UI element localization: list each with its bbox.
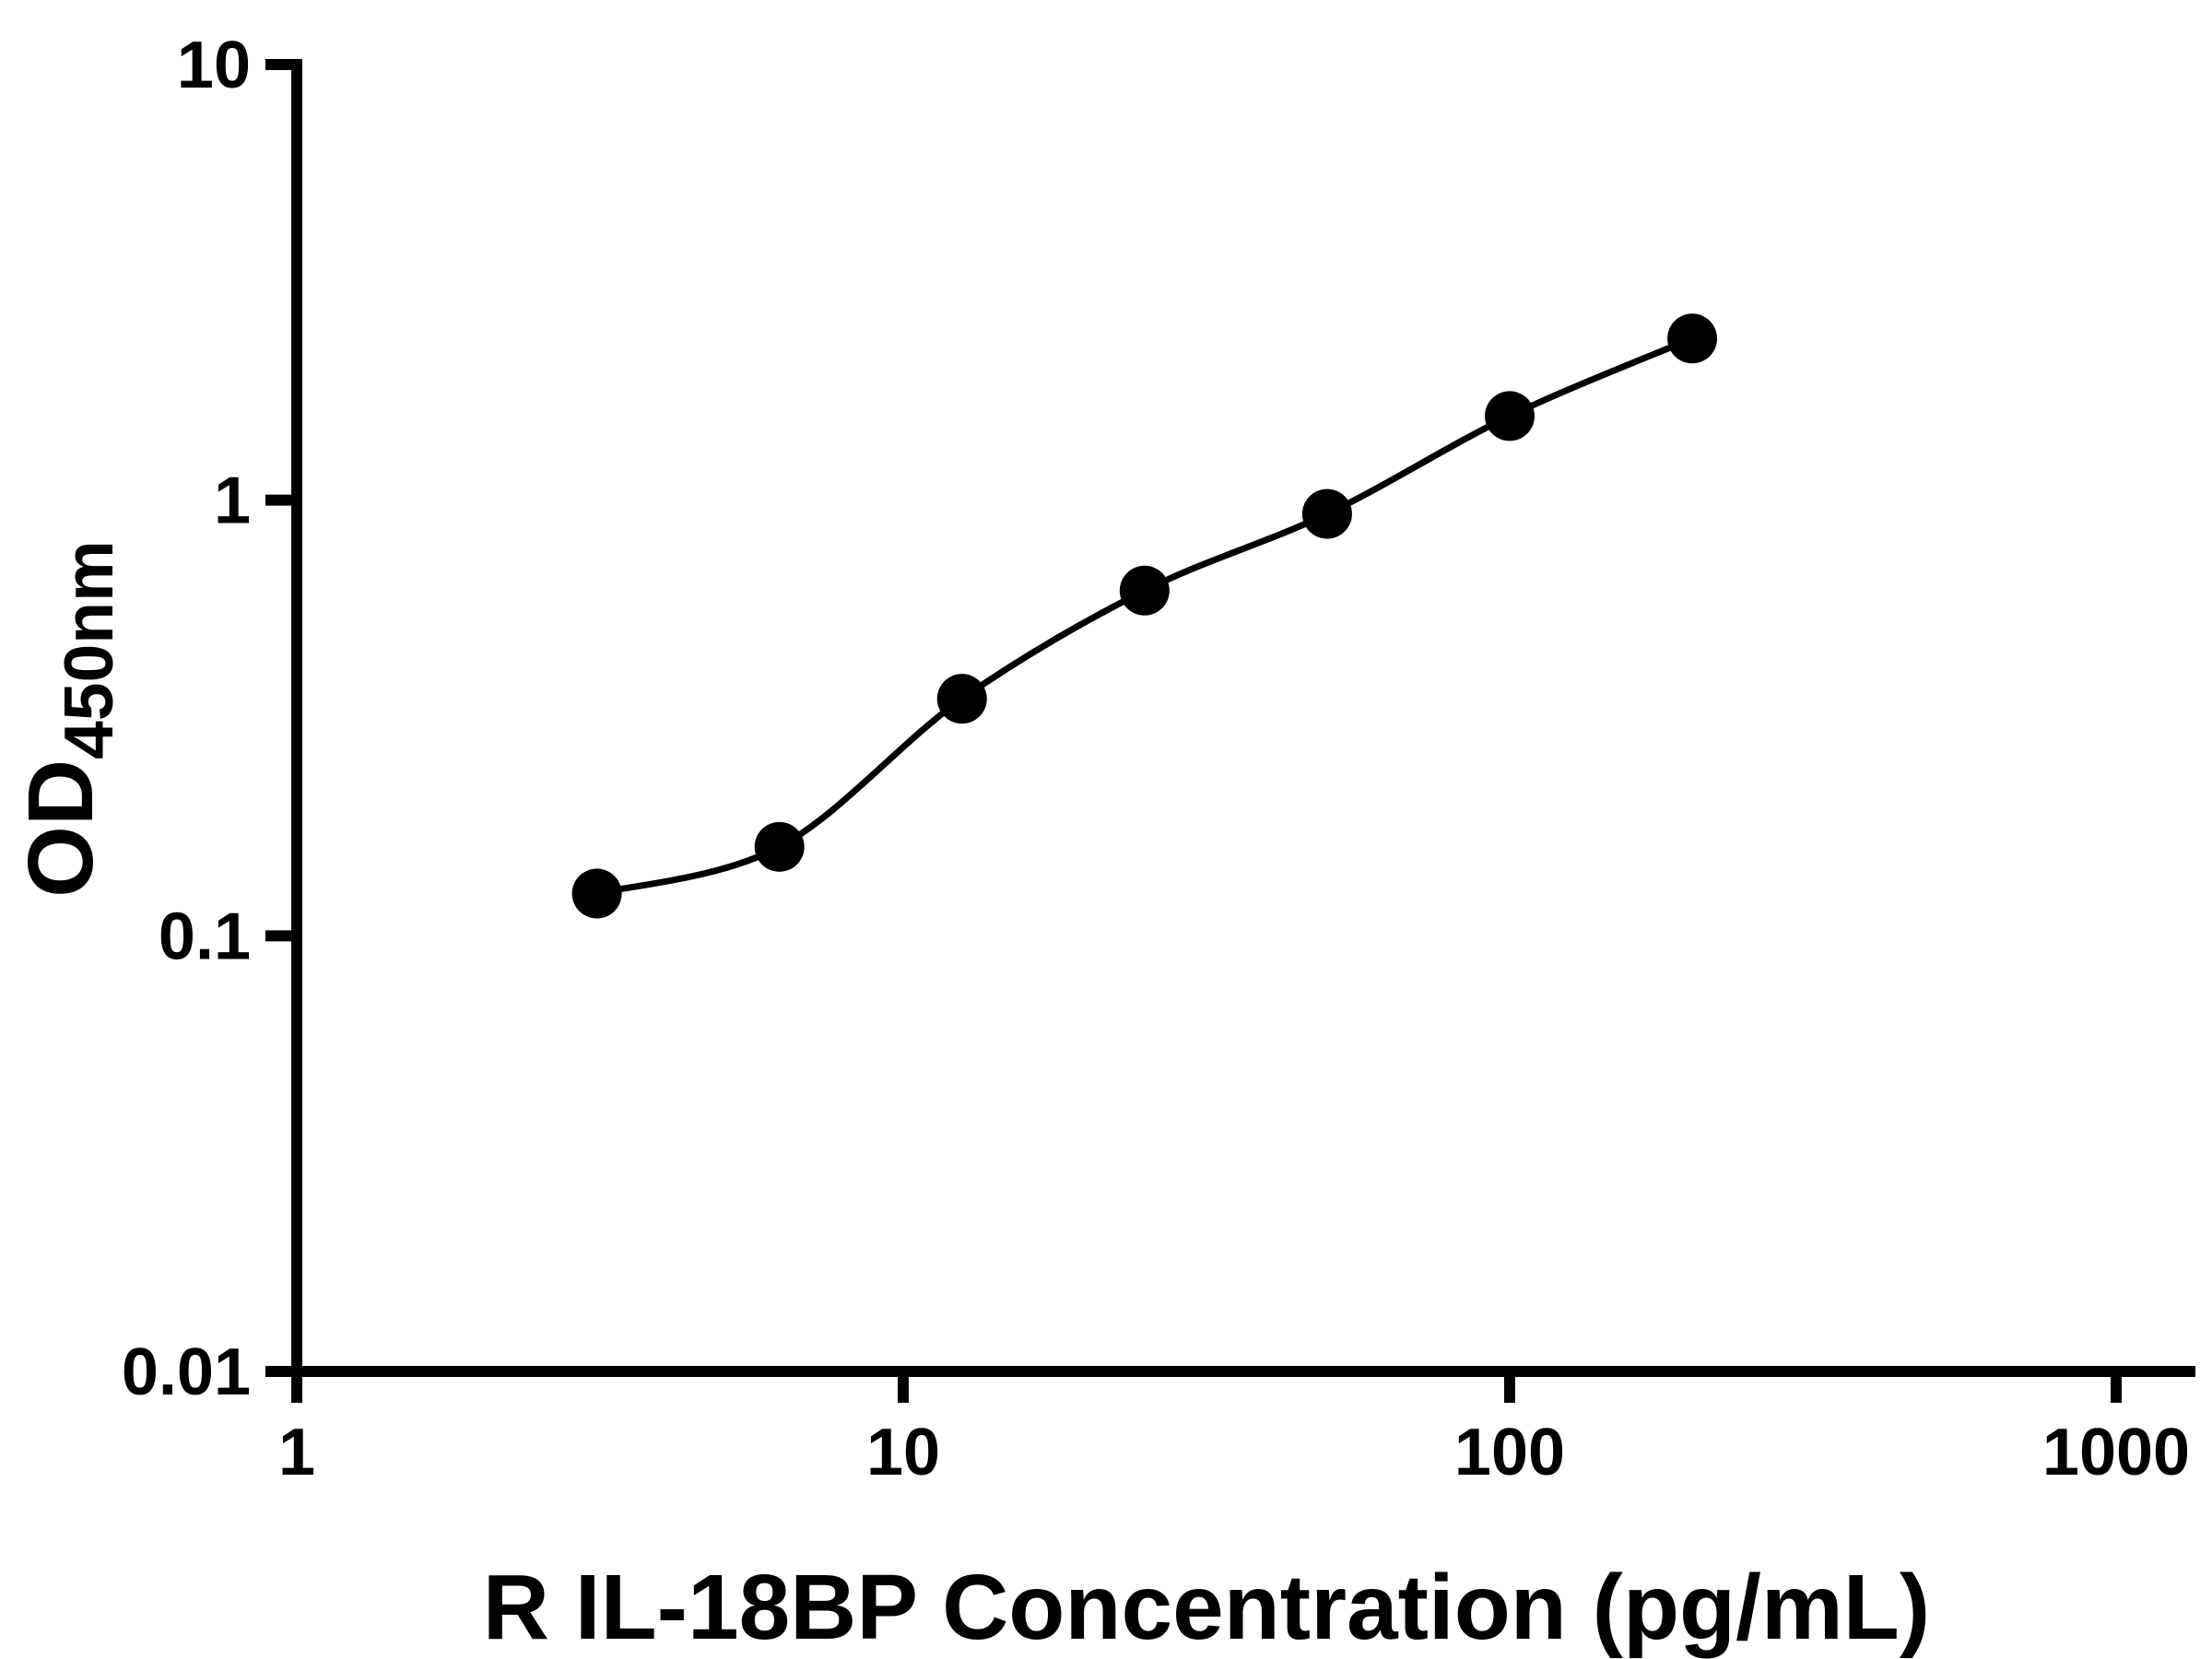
plot-area: 1 10 100 1000 0.01 0.1 1 10 — [122, 29, 2195, 1489]
x-tick-label: 10 — [866, 1416, 940, 1489]
y-axis-title-main: OD — [9, 759, 112, 898]
data-point — [936, 674, 987, 724]
x-tick-label: 100 — [1454, 1416, 1565, 1489]
x-tick-label: 1000 — [2042, 1416, 2190, 1489]
y-tick-label: 0.1 — [159, 900, 251, 973]
data-point — [1485, 391, 1535, 441]
y-tick-label: 10 — [177, 29, 251, 102]
y-axis-title: OD450nm — [9, 540, 127, 898]
x-axis-title: R IL-18BP Concentration (pg/mL) — [483, 1556, 1930, 1659]
data-point — [1119, 565, 1170, 616]
x-tick-label: 1 — [278, 1416, 315, 1489]
y-tick-label: 0.01 — [122, 1335, 251, 1409]
data-point — [754, 821, 805, 872]
data-point — [1301, 488, 1352, 539]
data-point — [571, 868, 622, 919]
y-axis-title-sub: 450nm — [50, 540, 127, 759]
y-tick-label: 1 — [214, 465, 251, 538]
data-point — [1667, 313, 1718, 364]
